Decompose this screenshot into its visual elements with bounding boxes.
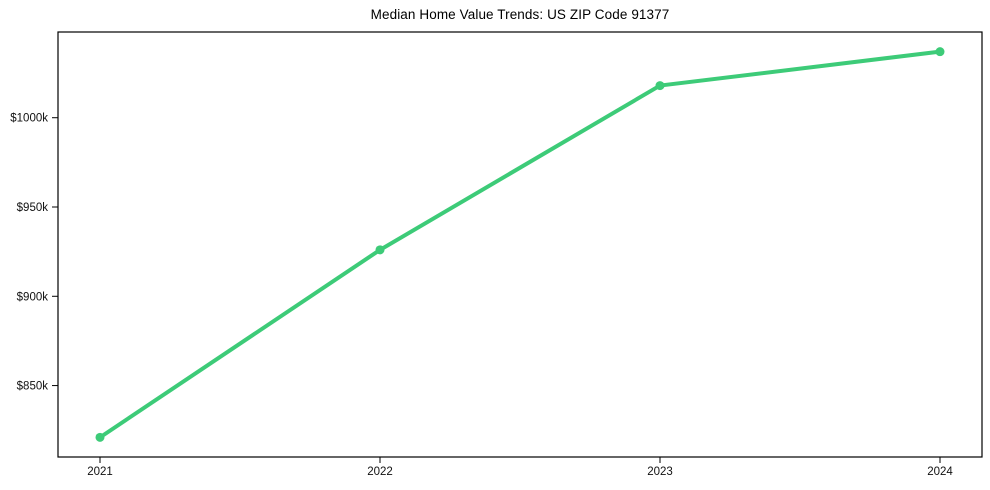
y-tick-label: $1000k xyxy=(10,113,48,125)
y-tick-label: $850k xyxy=(17,381,49,393)
y-tick-label: $900k xyxy=(17,291,49,303)
data-point xyxy=(95,432,105,442)
x-tick-label: 2022 xyxy=(367,466,393,478)
data-point xyxy=(375,245,385,255)
plot-border xyxy=(57,31,983,458)
x-tick-label: 2024 xyxy=(927,466,953,478)
data-point xyxy=(935,47,945,57)
data-point xyxy=(655,81,665,91)
x-tick-label: 2021 xyxy=(87,466,113,478)
trend-line xyxy=(98,49,942,440)
x-tick-label: 2023 xyxy=(647,466,673,478)
chart-title: Median Home Value Trends: US ZIP Code 91… xyxy=(370,7,670,22)
y-tick-label: $950k xyxy=(17,202,49,214)
